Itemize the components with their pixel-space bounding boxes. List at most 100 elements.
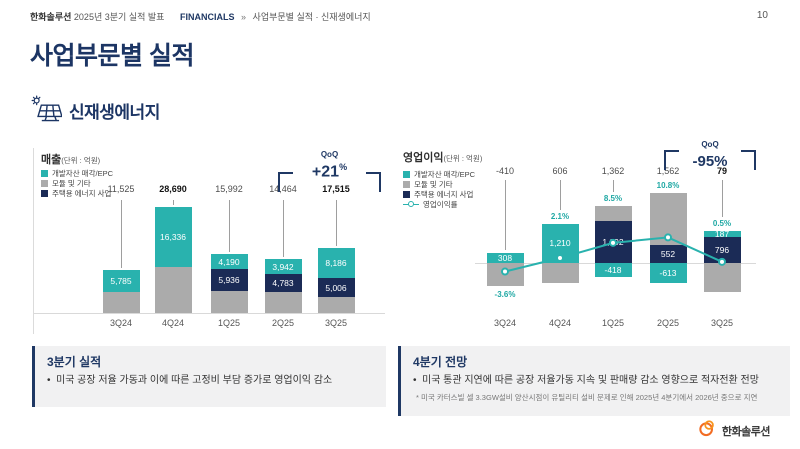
bar-segment (486, 263, 524, 287)
connector-line (229, 200, 230, 252)
axis-label: 3Q25 (710, 318, 734, 328)
deck-title: 한화솔루션 2025년 3분기 실적 발표 (30, 10, 164, 23)
margin-percentage-label: 8.5% (603, 193, 623, 203)
bar-segment (317, 297, 355, 313)
segment-value-label: 5,936 (218, 275, 240, 286)
legend-item: 영업이익률 (403, 199, 475, 209)
bar-segment (317, 278, 355, 297)
connector-line (505, 180, 506, 251)
bar-segment (154, 267, 192, 313)
page-title: 사업부문별 실적 (30, 42, 194, 70)
segment-value-label: 1,292 (602, 237, 624, 248)
segment-value-label: 3,942 (272, 261, 294, 272)
section-header: 신재생에너지 (30, 94, 160, 127)
revenue-legend: 개발자산 매각/EPC 모듈 및 기타 주택용 에너지 사업 (41, 168, 113, 198)
qoq-annotation: QoQ -95% (664, 140, 756, 174)
operating-profit-chart: 영업이익(단위 : 억원) 개발자산 매각/EPC 모듈 및 기타 주택용 에너… (398, 138, 792, 334)
q4-outlook-box: 4분기 전망 미국 통관 지연에 따른 공장 저율가동 지속 및 판매량 감소 … (398, 346, 790, 416)
connector-line (336, 200, 337, 247)
bar-segment (102, 291, 140, 313)
legend-item: 주택용 에너지 사업 (41, 188, 113, 198)
revenue-chart: 매출(단위 : 억원) 개발자산 매각/EPC 모듈 및 기타 주택용 에너지 … (33, 148, 386, 334)
axis-label: 3Q25 (324, 318, 348, 328)
legend-item: 모듈 및 기타 (41, 178, 113, 188)
total-label: 11,525 (107, 184, 135, 194)
bracket-left-icon (664, 150, 679, 170)
segment-value-label: 5,006 (325, 282, 347, 293)
legend-item: 모듈 및 기타 (403, 179, 475, 189)
bar-segment (541, 263, 579, 283)
footer-company-name: 한화솔루션 (721, 425, 771, 438)
axis-label: 3Q24 (493, 318, 517, 328)
bar-segment (264, 291, 302, 313)
bracket-right-icon (366, 172, 381, 192)
axis-label: 1Q25 (601, 318, 625, 328)
breadcrumb-path: 사업부문별 실적 · 신재생에너지 (252, 12, 371, 22)
bar-segment (210, 269, 248, 292)
connector-line (560, 180, 561, 210)
profit-legend: 개발자산 매각/EPC 모듈 및 기타 주택용 에너지 사업 영업이익률 (403, 169, 475, 209)
baseline (34, 313, 385, 314)
segment-value-label: 1,210 (549, 238, 571, 249)
axis-label: 2Q25 (271, 318, 295, 328)
bar-segment (154, 206, 192, 268)
connector-line (722, 180, 723, 218)
bar-segment (317, 248, 355, 279)
segment-value-label: 552 (660, 249, 676, 260)
footer-logo: 한화솔루션 (697, 418, 771, 443)
note-title: 4분기 전망 (413, 355, 468, 369)
page-number: 10 (756, 10, 768, 21)
breadcrumb: FINANCIALS » 사업부문별 실적 · 신재생에너지 (180, 10, 371, 23)
axis-label: 4Q24 (548, 318, 572, 328)
profit-chart-title: 영업이익(단위 : 억원) (403, 152, 483, 164)
total-label: 28,690 (159, 184, 187, 194)
bar-segment (703, 231, 741, 238)
segment-value-label: -418 (604, 264, 622, 275)
navy-swatch-icon (41, 189, 48, 197)
segment-value-label: 187 (714, 229, 730, 240)
breadcrumb-separator-icon: » (241, 12, 247, 22)
segment-value-label: 5,785 (110, 276, 132, 287)
note-footnote: * 미국 카터스빌 셀 3.3GW설비 양산시점이 유틸리티 설비 문제로 인해… (416, 392, 758, 402)
axis-label: 4Q24 (161, 318, 185, 328)
total-label: 606 (552, 166, 568, 176)
bar-segment (264, 259, 302, 275)
connector-line (173, 200, 174, 205)
total-label: 14,464 (269, 184, 297, 194)
total-label: 15,992 (215, 184, 243, 194)
bar-segment (102, 270, 140, 292)
segment-value-label: 16,336 (160, 232, 186, 243)
teal-swatch-icon (403, 170, 410, 178)
total-label: 1,562 (656, 166, 680, 176)
hanwha-logo-icon (697, 418, 717, 443)
axis-label: 2Q25 (656, 318, 680, 328)
teal-swatch-icon (41, 169, 48, 177)
breadcrumb-root: FINANCIALS (180, 12, 235, 22)
margin-percentage-label: 0.5% (712, 219, 732, 229)
gray-swatch-icon (403, 180, 410, 188)
solar-panel-icon (30, 94, 63, 127)
qoq-annotation: QoQ +21% (278, 150, 381, 192)
note-bullet: 미국 공장 저율 가동과 이에 따른 고정비 부담 증가로 영업이익 감소 (47, 374, 376, 389)
deck-subtitle: 2025년 3분기 실적 발표 (73, 12, 165, 22)
section-title: 신재생에너지 (69, 103, 160, 122)
bar-segment (594, 205, 632, 222)
connector-line (121, 200, 122, 269)
bar-segment (210, 253, 248, 270)
legend-item: 개발자산 매각/EPC (403, 169, 475, 179)
margin-percentage-label: 10.8% (656, 180, 680, 190)
axis-label: 1Q25 (217, 318, 241, 328)
bracket-left-icon (278, 172, 293, 192)
total-label: 17,515 (322, 184, 350, 194)
legend-item: 개발자산 매각/EPC (41, 168, 113, 178)
total-label: -410 (495, 166, 514, 176)
revenue-chart-title: 매출(단위 : 억원) (41, 154, 101, 166)
segment-value-label: 4,190 (218, 256, 240, 267)
gray-swatch-icon (41, 179, 48, 187)
q3-results-box: 3분기 실적 미국 공장 저율 가동과 이에 따른 고정비 부담 증가로 영업이… (32, 346, 386, 407)
bar-segment (264, 274, 302, 292)
connector-line (283, 200, 284, 258)
bracket-right-icon (741, 150, 756, 170)
bar-segment (649, 192, 687, 246)
